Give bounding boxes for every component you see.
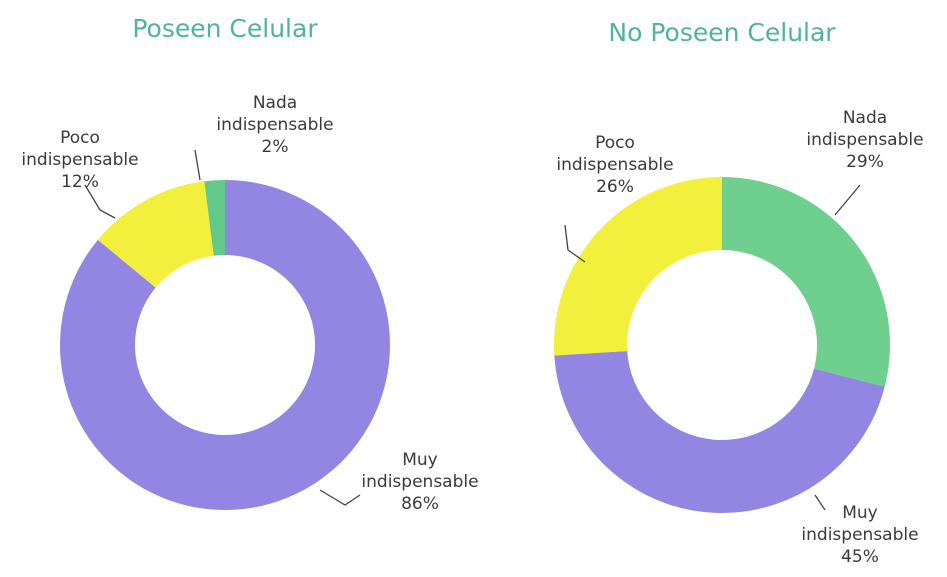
leader-line [814, 494, 826, 511]
donut-slice [554, 350, 885, 514]
category-label: Poco indispensable [556, 133, 674, 175]
slice-label: Poco indispensable 12% [5, 127, 155, 193]
slice-label: Muy indispensable 45% [785, 502, 935, 568]
leader-line [834, 184, 861, 216]
category-label: Muy indispensable [801, 503, 919, 545]
donut-slice [204, 180, 225, 256]
leader-line [319, 489, 361, 506]
category-label: Nada indispensable [216, 93, 334, 135]
category-label: Muy indispensable [361, 450, 479, 492]
donut-slice [553, 177, 722, 356]
value-label: 29% [846, 152, 884, 172]
value-label: 86% [401, 494, 439, 514]
leader-line [194, 149, 201, 181]
category-label: Nada indispensable [806, 108, 924, 150]
leader-line [564, 224, 586, 263]
slice-label: Nada indispensable 2% [200, 92, 350, 158]
chart-title: No Poseen Celular [608, 18, 836, 47]
value-label: 2% [261, 137, 289, 157]
donut-slice [97, 181, 214, 288]
value-label: 12% [61, 172, 99, 192]
slice-label: Muy indispensable 86% [345, 449, 495, 515]
chart-title: Poseen Celular [132, 14, 318, 43]
value-label: 45% [841, 547, 879, 567]
slice-label: Nada indispensable 29% [790, 107, 940, 173]
value-label: 26% [596, 177, 634, 197]
category-label: Poco indispensable [21, 128, 139, 170]
slice-label: Poco indispensable 26% [540, 132, 690, 198]
donut-slice [60, 180, 390, 510]
leader-line [84, 184, 116, 219]
donut-slice [722, 177, 891, 387]
